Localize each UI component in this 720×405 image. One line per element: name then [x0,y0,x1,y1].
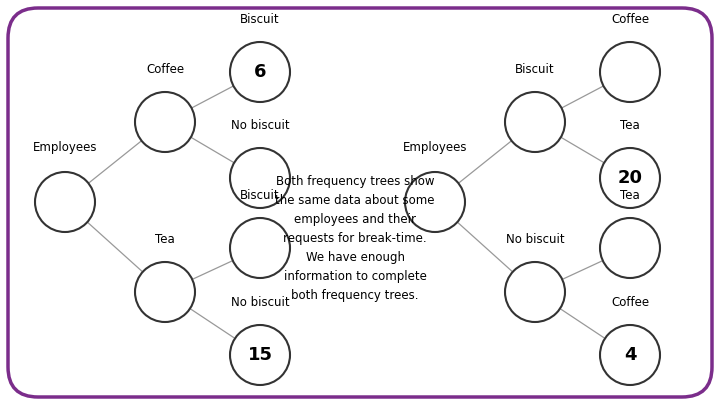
Circle shape [600,148,660,208]
Text: 4: 4 [624,346,636,364]
Text: Coffee: Coffee [611,13,649,26]
Text: Biscuit: Biscuit [240,13,280,26]
Circle shape [135,262,195,322]
Text: Biscuit: Biscuit [240,189,280,202]
Text: Both frequency trees show
the same data about some
employees and their
requests : Both frequency trees show the same data … [275,175,435,302]
Text: Tea: Tea [620,189,640,202]
Circle shape [505,262,565,322]
Circle shape [35,172,95,232]
Text: No biscuit: No biscuit [230,296,289,309]
Text: Biscuit: Biscuit [516,63,555,76]
Circle shape [600,42,660,102]
Circle shape [505,92,565,152]
Text: 6: 6 [253,63,266,81]
Text: No biscuit: No biscuit [230,119,289,132]
Circle shape [405,172,465,232]
Circle shape [230,42,290,102]
Text: Tea: Tea [155,233,175,246]
Circle shape [230,148,290,208]
Circle shape [600,325,660,385]
Text: Tea: Tea [620,119,640,132]
FancyBboxPatch shape [8,8,712,397]
Text: 15: 15 [248,346,272,364]
Circle shape [230,218,290,278]
Text: Employees: Employees [32,141,97,154]
Text: Coffee: Coffee [611,296,649,309]
Text: 20: 20 [618,169,642,187]
Text: Employees: Employees [402,141,467,154]
Text: No biscuit: No biscuit [505,233,564,246]
Circle shape [600,218,660,278]
Text: Coffee: Coffee [146,63,184,76]
Circle shape [135,92,195,152]
Circle shape [230,325,290,385]
